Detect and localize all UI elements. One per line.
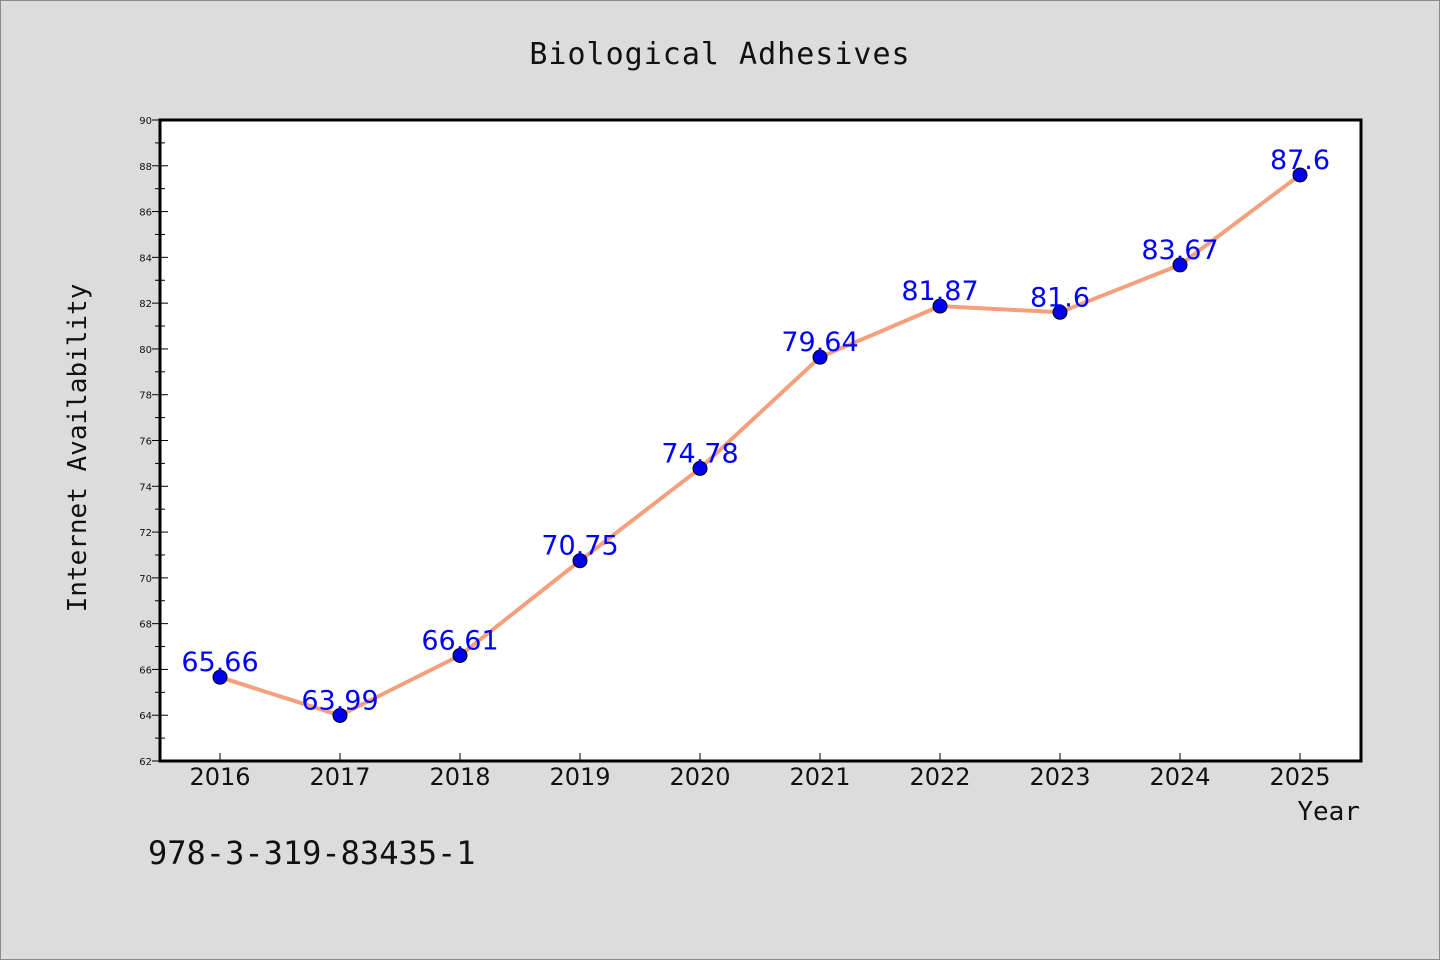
x-tick-label: 2019 — [549, 763, 610, 791]
y-tick-label: 74 — [139, 482, 152, 493]
y-axis: 62 64 66 68 70 72 74 76 78 80 82 84 86 88 90 — [139, 116, 168, 768]
y-tick-label: 72 — [139, 528, 152, 539]
data-point — [1172, 257, 1188, 273]
y-tick-label: 80 — [139, 345, 152, 356]
y-tick-label: 62 — [139, 757, 152, 768]
y-tick-label: 90 — [139, 116, 152, 127]
data-point — [572, 553, 588, 569]
chart-title: Biological Adhesives — [529, 37, 910, 72]
y-tick-label: 66 — [139, 665, 152, 676]
data-label: 79.64 — [781, 327, 858, 358]
x-tick-label: 2021 — [789, 763, 850, 791]
y-tick-label: 86 — [139, 208, 152, 219]
x-tick-label: 2020 — [669, 763, 730, 791]
x-tick-label: 2025 — [1269, 763, 1330, 791]
x-tick-label: 2016 — [189, 763, 250, 791]
y-tick-label: 88 — [139, 162, 152, 173]
data-point — [812, 349, 828, 365]
data-labels: 65.66 63.99 66.61 70.75 74.78 79.64 81.87 81.6 8… — [181, 145, 1330, 717]
series-line — [218, 172, 1302, 718]
data-label: 87.6 — [1270, 145, 1330, 176]
y-tick-label: 64 — [139, 711, 152, 722]
data-label: 65.66 — [181, 647, 258, 678]
footnote-isbn: 978-3-319-83435-1 — [148, 834, 476, 872]
x-axis-label: Year — [1297, 797, 1360, 827]
x-axis: 2016 2017 2018 2019 2020 2021 2022 2023 2024 2025 — [189, 753, 1331, 791]
data-label: 74.78 — [661, 438, 738, 469]
data-point — [692, 460, 708, 476]
data-point — [332, 707, 348, 723]
y-tick-label: 68 — [139, 620, 152, 631]
y-axis-label: Internet Availability — [63, 284, 93, 613]
data-point — [1052, 304, 1068, 320]
data-label: 81.87 — [901, 276, 978, 307]
x-tick-label: 2017 — [309, 763, 370, 791]
data-point — [932, 298, 948, 314]
x-tick-label: 2023 — [1029, 763, 1090, 791]
data-label: 83.67 — [1141, 235, 1218, 266]
x-tick-label: 2024 — [1149, 763, 1210, 791]
data-point — [212, 669, 228, 685]
series-polyline — [218, 172, 1302, 718]
data-point — [452, 647, 468, 663]
plot-area — [158, 118, 1363, 763]
x-tick-label: 2022 — [909, 763, 970, 791]
x-tick-label: 2018 — [429, 763, 490, 791]
series-markers — [212, 167, 1308, 723]
data-label: 70.75 — [541, 531, 618, 562]
data-label: 66.61 — [421, 625, 498, 656]
data-label: 81.6 — [1030, 282, 1090, 313]
y-tick-label: 84 — [139, 253, 152, 264]
y-tick-label: 70 — [139, 574, 152, 585]
y-tick-label: 78 — [139, 391, 152, 402]
y-tick-label: 76 — [139, 437, 152, 448]
y-tick-label: 82 — [139, 299, 152, 310]
data-point — [1292, 167, 1308, 183]
data-label: 63.99 — [301, 685, 378, 716]
